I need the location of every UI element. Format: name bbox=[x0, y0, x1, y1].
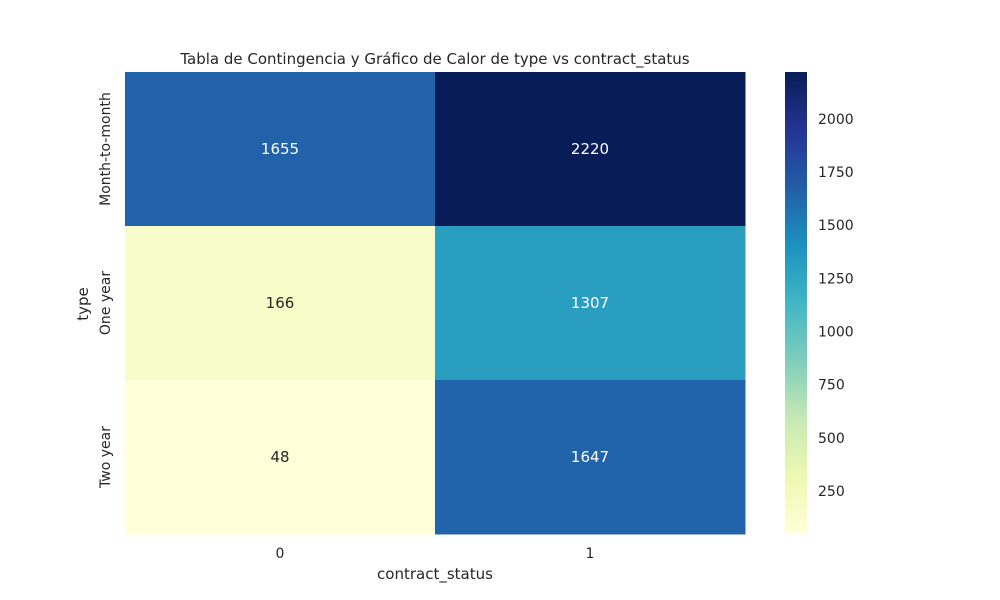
heatmap-cell bbox=[435, 380, 746, 535]
chart-title: Tabla de Contingencia y Gráfico de Calor… bbox=[179, 50, 689, 69]
heatmap-cell bbox=[125, 226, 436, 381]
heatmap-cell bbox=[125, 380, 436, 535]
x-axis-label: contract_status bbox=[377, 565, 493, 584]
colorbar-tick-label: 1000 bbox=[818, 325, 854, 341]
y-tick-labels: Month-to-month One year Two year bbox=[98, 92, 114, 489]
heatmap-cells: 1655 2220 166 1307 48 1647 bbox=[125, 72, 746, 535]
colorbar-tick-label: 1750 bbox=[818, 165, 854, 181]
colorbar-tick-label: 1250 bbox=[818, 271, 854, 287]
cell-value-label: 1307 bbox=[571, 294, 609, 312]
colorbar-ticks: 250 500 750 1000 1250 1500 1750 2000 bbox=[818, 112, 854, 500]
heatmap-cell bbox=[435, 226, 746, 381]
y-axis-label: type bbox=[74, 287, 92, 321]
cell-value-label: 48 bbox=[270, 448, 289, 466]
x-tick-label: 1 bbox=[586, 546, 595, 562]
y-tick-label: Month-to-month bbox=[98, 92, 114, 206]
cell-value-label: 1655 bbox=[261, 140, 299, 158]
y-tick-label: One year bbox=[98, 271, 114, 335]
cell-value-label: 1647 bbox=[571, 448, 609, 466]
colorbar-tick-label: 250 bbox=[818, 484, 845, 500]
colorbar bbox=[785, 72, 807, 534]
heatmap-cell bbox=[435, 72, 746, 227]
cell-value-label: 166 bbox=[266, 294, 295, 312]
colorbar-tick-label: 500 bbox=[818, 431, 845, 447]
cell-value-label: 2220 bbox=[571, 140, 609, 158]
colorbar-tick-label: 2000 bbox=[818, 112, 854, 128]
colorbar-tick-label: 1500 bbox=[818, 218, 854, 234]
heatmap-cell bbox=[125, 72, 436, 227]
x-tick-label: 0 bbox=[276, 546, 285, 562]
colorbar-tick-label: 750 bbox=[818, 378, 845, 394]
y-tick-label: Two year bbox=[98, 426, 114, 489]
